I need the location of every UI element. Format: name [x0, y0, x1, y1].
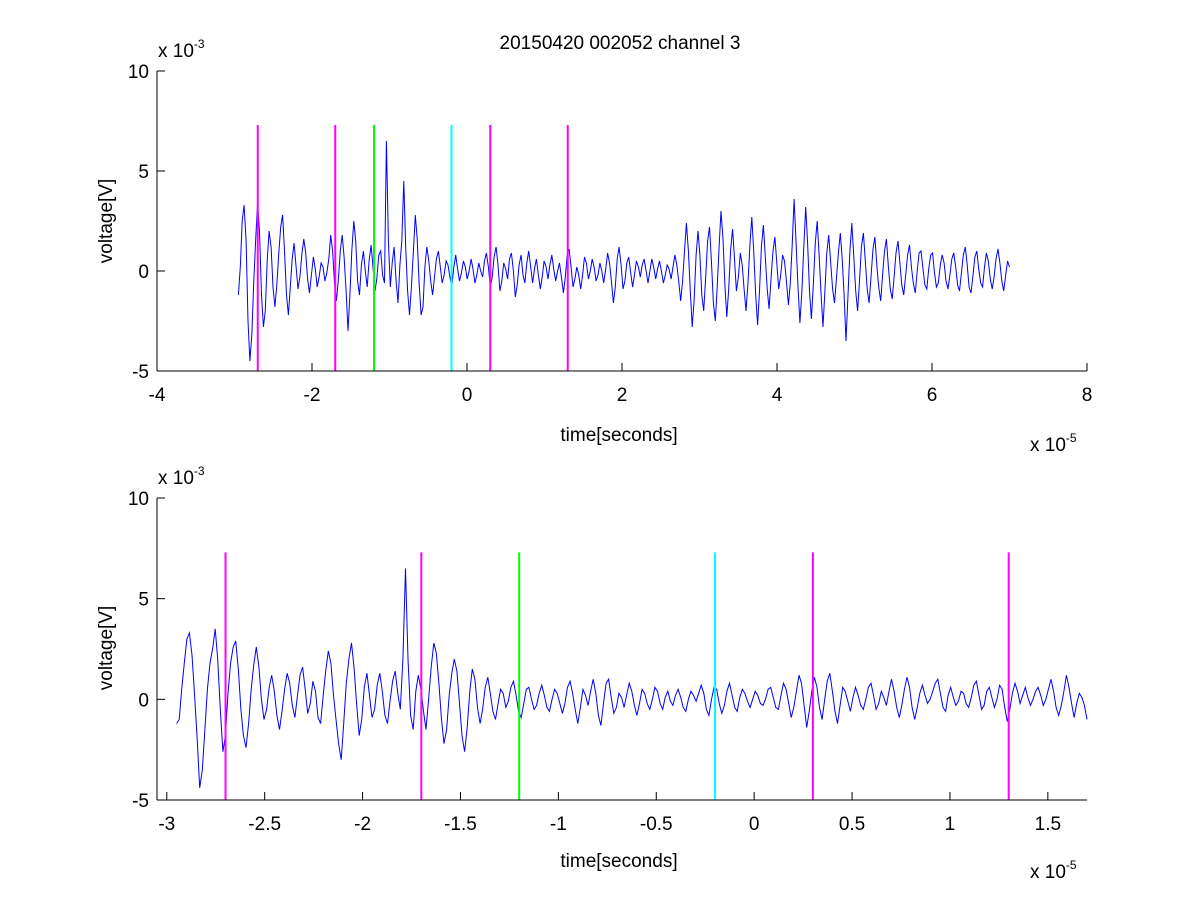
plot-top: x 10-3 -4 -2 0 2 4 6 8 -5 0 5 10 time[seconds] vo… — [96, 37, 1092, 456]
y-tick-label: -5 — [132, 362, 149, 383]
series-line — [237, 140, 1010, 362]
x-tick-label: 6 — [927, 385, 938, 406]
y-axis-label-top: voltage[V] — [96, 179, 117, 264]
event-markers-bottom — [224, 552, 1010, 800]
x-tick-label: -2 — [354, 814, 371, 835]
y-tick-label: 10 — [128, 489, 149, 510]
axes-top — [156, 70, 1088, 372]
x-tick-label: 1 — [945, 814, 956, 835]
x-tick-label: 4 — [772, 385, 783, 406]
x-tick-label: 0 — [749, 814, 760, 835]
y-tick-labels-top: -5 0 5 10 — [128, 62, 149, 383]
x-tick-labels-bottom: -3 -2.5 -2 -1.5 -1 -0.5 0 0.5 1 1.5 — [158, 814, 1061, 835]
series-trace-top — [237, 140, 1010, 362]
x-tick-label: -0.5 — [640, 814, 673, 835]
x-tick-label: -2.5 — [248, 814, 281, 835]
x-axis-label-bottom: time[seconds] — [560, 851, 677, 872]
axes-bottom — [156, 497, 1087, 801]
series-trace-bottom — [176, 568, 1088, 788]
x-tick-label: 1.5 — [1035, 814, 1061, 835]
y-tick-label: -5 — [132, 791, 149, 812]
y-tick-label: 10 — [128, 62, 149, 83]
x-tick-label: -3 — [158, 814, 175, 835]
x-tick-label: 0 — [462, 385, 473, 406]
figure-title: 20150420 002052 channel 3 — [500, 33, 741, 54]
x-tick-label: 2 — [617, 385, 628, 406]
y-axis-label-bottom: voltage[V] — [96, 606, 117, 691]
series-line — [176, 568, 1088, 788]
y-tick-label: 0 — [138, 690, 149, 711]
x-tick-label: -1.5 — [444, 814, 477, 835]
y-tick-label: 0 — [138, 262, 149, 283]
y-multiplier-bottom: x 10-3 — [158, 464, 205, 489]
x-tick-label: -1 — [550, 814, 567, 835]
x-tick-label: 0.5 — [839, 814, 865, 835]
x-tick-label: 8 — [1082, 385, 1093, 406]
x-tick-label: -2 — [304, 385, 321, 406]
y-tick-label: 5 — [138, 590, 149, 611]
plot-bottom: x 10-3 -3 -2.5 -2 -1.5 -1 -0.5 0 0.5 1 1.5 -5 0 5 10… — [96, 464, 1088, 883]
y-tick-labels-bottom: -5 0 5 10 — [128, 489, 149, 812]
y-tick-label: 5 — [138, 162, 149, 183]
x-axis-label-top: time[seconds] — [560, 425, 677, 446]
x-multiplier-bottom: x 10-5 — [1030, 858, 1077, 883]
x-multiplier-top: x 10-5 — [1030, 431, 1077, 456]
y-multiplier-top: x 10-3 — [158, 37, 205, 62]
x-tick-label: -4 — [149, 385, 166, 406]
event-markers-top — [256, 125, 569, 371]
x-tick-labels-top: -4 -2 0 2 4 6 8 — [149, 385, 1093, 406]
